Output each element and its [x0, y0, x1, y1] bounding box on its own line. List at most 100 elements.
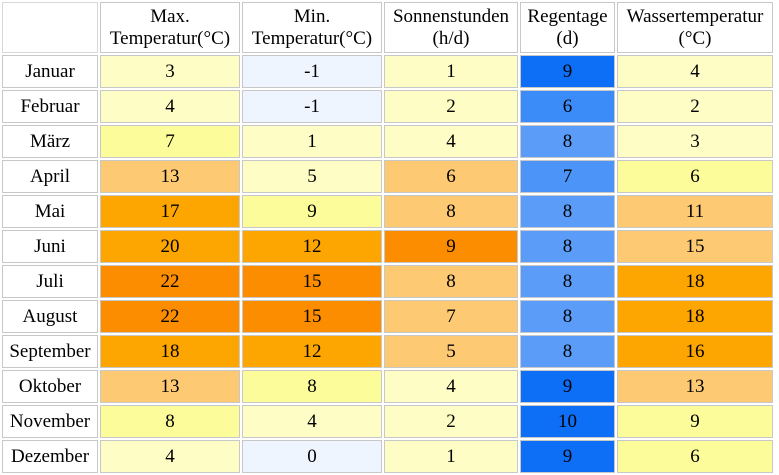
water-temperature-cell: 3 — [617, 125, 773, 158]
rain-days-cell: 10 — [520, 405, 615, 438]
water-temperature-cell: 18 — [617, 265, 773, 298]
header-max-temperature-line1: Max. — [150, 5, 190, 27]
rain-days-cell: 6 — [520, 90, 615, 123]
header-corner — [2, 2, 98, 53]
month-label: März — [2, 125, 98, 158]
table-row: November 8 4 2 10 9 — [2, 405, 773, 438]
max-temperature-cell: 13 — [100, 160, 240, 193]
month-label: August — [2, 300, 98, 333]
table-row: Juni 20 12 9 8 15 — [2, 230, 773, 263]
max-temperature-cell: 18 — [100, 335, 240, 368]
header-sunshine-hours: Sonnenstunden (h/d) — [384, 2, 518, 53]
table-row: Mai 17 9 8 8 11 — [2, 195, 773, 228]
rain-days-cell: 9 — [520, 370, 615, 403]
min-temperature-cell: -1 — [242, 55, 382, 88]
month-label: Oktober — [2, 370, 98, 403]
month-label: Februar — [2, 90, 98, 123]
rain-days-cell: 8 — [520, 300, 615, 333]
sunshine-hours-cell: 9 — [384, 230, 518, 263]
sunshine-hours-cell: 8 — [384, 265, 518, 298]
min-temperature-cell: 4 — [242, 405, 382, 438]
min-temperature-cell: 12 — [242, 230, 382, 263]
water-temperature-cell: 6 — [617, 160, 773, 193]
header-water-temperature-line2: (°C) — [678, 27, 712, 49]
month-label: Mai — [2, 195, 98, 228]
min-temperature-cell: 5 — [242, 160, 382, 193]
water-temperature-cell: 2 — [617, 90, 773, 123]
rain-days-cell: 8 — [520, 335, 615, 368]
month-label: Januar — [2, 55, 98, 88]
sunshine-hours-cell: 2 — [384, 90, 518, 123]
sunshine-hours-cell: 4 — [384, 125, 518, 158]
rain-days-cell: 9 — [520, 55, 615, 88]
header-min-temperature-line1: Min. — [293, 5, 331, 27]
min-temperature-cell: 9 — [242, 195, 382, 228]
max-temperature-cell: 7 — [100, 125, 240, 158]
sunshine-hours-cell: 5 — [384, 335, 518, 368]
water-temperature-cell: 11 — [617, 195, 773, 228]
sunshine-hours-cell: 7 — [384, 300, 518, 333]
month-label: November — [2, 405, 98, 438]
table-row: Januar 3 -1 1 9 4 — [2, 55, 773, 88]
sunshine-hours-cell: 1 — [384, 55, 518, 88]
sunshine-hours-cell: 1 — [384, 440, 518, 473]
sunshine-hours-cell: 8 — [384, 195, 518, 228]
table-row: Juli 22 15 8 8 18 — [2, 265, 773, 298]
water-temperature-cell: 15 — [617, 230, 773, 263]
max-temperature-cell: 22 — [100, 265, 240, 298]
max-temperature-cell: 20 — [100, 230, 240, 263]
header-max-temperature: Max. Temperatur(°C) — [100, 2, 240, 53]
table-row: Oktober 13 8 4 9 13 — [2, 370, 773, 403]
table-row: März 7 1 4 8 3 — [2, 125, 773, 158]
table-row: April 13 5 6 7 6 — [2, 160, 773, 193]
min-temperature-cell: 15 — [242, 300, 382, 333]
min-temperature-cell: 12 — [242, 335, 382, 368]
month-label: Dezember — [2, 440, 98, 473]
sunshine-hours-cell: 6 — [384, 160, 518, 193]
header-sunshine-hours-line2: (h/d) — [432, 27, 470, 49]
month-label: April — [2, 160, 98, 193]
table-row: Februar 4 -1 2 6 2 — [2, 90, 773, 123]
header-water-temperature: Wassertemperatur (°C) — [617, 2, 773, 53]
header-min-temperature: Min. Temperatur(°C) — [242, 2, 382, 53]
min-temperature-cell: 0 — [242, 440, 382, 473]
rain-days-cell: 7 — [520, 160, 615, 193]
min-temperature-cell: 15 — [242, 265, 382, 298]
max-temperature-cell: 4 — [100, 440, 240, 473]
header-rain-days-line1: Regentage — [527, 5, 608, 27]
header-rain-days-line2: (d) — [556, 27, 579, 49]
rain-days-cell: 8 — [520, 265, 615, 298]
table-row: Dezember 4 0 1 9 6 — [2, 440, 773, 473]
month-label: September — [2, 335, 98, 368]
min-temperature-cell: -1 — [242, 90, 382, 123]
water-temperature-cell: 9 — [617, 405, 773, 438]
water-temperature-cell: 13 — [617, 370, 773, 403]
min-temperature-cell: 8 — [242, 370, 382, 403]
max-temperature-cell: 3 — [100, 55, 240, 88]
max-temperature-cell: 17 — [100, 195, 240, 228]
sunshine-hours-cell: 2 — [384, 405, 518, 438]
rain-days-cell: 8 — [520, 230, 615, 263]
header-sunshine-hours-line1: Sonnenstunden — [392, 5, 510, 27]
header-min-temperature-line2: Temperatur(°C) — [251, 27, 373, 49]
water-temperature-cell: 16 — [617, 335, 773, 368]
min-temperature-cell: 1 — [242, 125, 382, 158]
header-max-temperature-line2: Temperatur(°C) — [109, 27, 231, 49]
max-temperature-cell: 22 — [100, 300, 240, 333]
water-temperature-cell: 6 — [617, 440, 773, 473]
climate-table-body: Januar 3 -1 1 9 4 Februar 4 -1 2 6 2 März 7 1 4 8 3 April 1… — [2, 55, 773, 473]
rain-days-cell: 9 — [520, 440, 615, 473]
sunshine-hours-cell: 4 — [384, 370, 518, 403]
table-row: August 22 15 7 8 18 — [2, 300, 773, 333]
max-temperature-cell: 8 — [100, 405, 240, 438]
header-row: Max. Temperatur(°C) Min. Temperatur(°C) So… — [2, 2, 773, 53]
max-temperature-cell: 4 — [100, 90, 240, 123]
month-label: Juni — [2, 230, 98, 263]
max-temperature-cell: 13 — [100, 370, 240, 403]
header-water-temperature-line1: Wassertemperatur — [626, 5, 764, 27]
header-rain-days: Regentage (d) — [520, 2, 615, 53]
rain-days-cell: 8 — [520, 125, 615, 158]
rain-days-cell: 8 — [520, 195, 615, 228]
table-row: September 18 12 5 8 16 — [2, 335, 773, 368]
